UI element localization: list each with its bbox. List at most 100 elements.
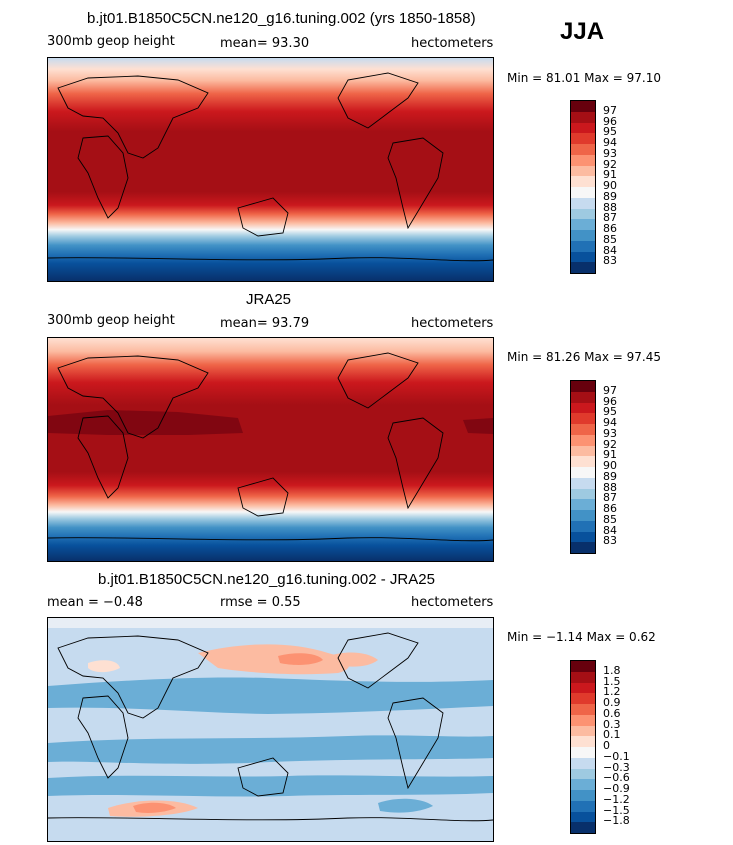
colorbar-swatch bbox=[571, 714, 595, 726]
colorbar-tick-label: 86 bbox=[603, 502, 617, 515]
colorbar-tick-label: 85 bbox=[603, 512, 617, 526]
colorbar-tick-label: 86 bbox=[603, 222, 617, 235]
colorbar-swatch bbox=[571, 219, 595, 230]
colorbar-swatch bbox=[571, 811, 595, 823]
colorbar-tick-label: −1.5 bbox=[603, 803, 630, 817]
colorbar-swatch bbox=[571, 477, 595, 489]
colorbar-swatch bbox=[571, 144, 595, 155]
colorbar-tick-label: 89 bbox=[603, 189, 617, 203]
colorbar-swatch bbox=[571, 402, 595, 414]
colorbar-swatch bbox=[571, 240, 595, 252]
panel-2-title: JRA25 bbox=[246, 291, 292, 308]
colorbar-swatch bbox=[571, 434, 595, 446]
colorbar-swatch bbox=[571, 176, 595, 187]
colorbar-swatch bbox=[571, 520, 595, 532]
colorbar-swatch bbox=[571, 413, 595, 424]
colorbar-tick-label: 89 bbox=[603, 469, 617, 483]
colorbar-tick-label: 94 bbox=[603, 136, 617, 149]
colorbar-swatch bbox=[571, 101, 595, 112]
colorbar-tick-label: 88 bbox=[603, 480, 617, 494]
colorbar-swatch bbox=[571, 800, 595, 812]
colorbar-swatch bbox=[571, 133, 595, 144]
colorbar-tick-label: 90 bbox=[603, 179, 617, 192]
panel-2-minmax: Min = 81.26 Max = 97.45 bbox=[507, 350, 661, 364]
colorbar-tick-label: −1.8 bbox=[603, 814, 630, 828]
panel-3-colorbar bbox=[570, 660, 596, 834]
panel-3-colorbar-swatches bbox=[571, 661, 595, 833]
colorbar-swatch bbox=[571, 154, 595, 166]
colorbar-tick-label: 1.5 bbox=[603, 674, 621, 688]
colorbar-tick-label: −0.9 bbox=[603, 782, 630, 795]
panel-1-units-label: hectometers bbox=[411, 36, 494, 51]
panel-1-title: b.jt01.B1850C5CN.ne120_g16.tuning.002 (y… bbox=[87, 10, 476, 27]
panel-3-rmse-label: rmse = 0.55 bbox=[220, 595, 301, 610]
colorbar-tick-label: 91 bbox=[603, 168, 617, 182]
panel-3-mean-label: mean = −0.48 bbox=[47, 595, 143, 610]
panel-2-variable-label: 300mb geop height bbox=[47, 313, 175, 328]
colorbar-swatch bbox=[571, 251, 595, 263]
colorbar-swatch bbox=[571, 725, 595, 737]
colorbar-tick-label: −0.3 bbox=[603, 760, 630, 774]
panel-3-minmax: Min = −1.14 Max = 0.62 bbox=[507, 630, 656, 644]
colorbar-swatch bbox=[571, 197, 595, 209]
colorbar-tick-label: 88 bbox=[603, 200, 617, 214]
colorbar-swatch bbox=[571, 542, 595, 553]
colorbar-swatch bbox=[571, 682, 595, 694]
colorbar-tick-label: 91 bbox=[603, 448, 617, 462]
colorbar-swatch bbox=[571, 391, 595, 403]
panel-3-map bbox=[47, 617, 494, 842]
colorbar-tick-label: 0 bbox=[603, 739, 610, 752]
colorbar-tick-label: 83 bbox=[603, 534, 617, 548]
colorbar-tick-label: 93 bbox=[603, 426, 617, 440]
colorbar-swatch bbox=[571, 187, 595, 198]
colorbar-swatch bbox=[571, 262, 595, 273]
panel-1-map-svg bbox=[48, 58, 493, 281]
colorbar-tick-label: 0.6 bbox=[603, 706, 621, 720]
colorbar-swatch bbox=[571, 768, 595, 780]
panel-1-colorbar-swatches bbox=[571, 101, 595, 273]
colorbar-swatch bbox=[571, 747, 595, 758]
panel-1-map bbox=[47, 57, 494, 282]
colorbar-tick-label: 1.2 bbox=[603, 685, 621, 699]
colorbar-swatch bbox=[571, 488, 595, 500]
season-label: JJA bbox=[560, 18, 605, 45]
colorbar-tick-label: 96 bbox=[603, 394, 617, 408]
panel-2-map bbox=[47, 337, 494, 562]
panel-1-minmax: Min = 81.01 Max = 97.10 bbox=[507, 71, 661, 85]
colorbar-tick-label: 92 bbox=[603, 437, 617, 451]
colorbar-swatch bbox=[571, 467, 595, 478]
colorbar-tick-label: 83 bbox=[603, 254, 617, 268]
colorbar-swatch bbox=[571, 510, 595, 521]
colorbar-swatch bbox=[571, 456, 595, 467]
colorbar-swatch bbox=[571, 531, 595, 543]
colorbar-tick-label: 84 bbox=[603, 243, 617, 257]
colorbar-swatch bbox=[571, 122, 595, 134]
colorbar-swatch bbox=[571, 736, 595, 747]
panel-3-title: b.jt01.B1850C5CN.ne120_g16.tuning.002 - … bbox=[98, 571, 435, 588]
colorbar-tick-label: 0.1 bbox=[603, 728, 621, 742]
colorbar-swatch bbox=[571, 661, 595, 672]
panel-1-variable-label: 300mb geop height bbox=[47, 34, 175, 49]
colorbar-tick-label: 95 bbox=[603, 125, 617, 139]
colorbar-swatch bbox=[571, 779, 595, 790]
colorbar-tick-label: 87 bbox=[603, 491, 617, 505]
colorbar-swatch bbox=[571, 445, 595, 457]
panel-2-colorbar bbox=[570, 380, 596, 554]
colorbar-swatch bbox=[571, 111, 595, 123]
colorbar-tick-label: 85 bbox=[603, 232, 617, 246]
panel-2-units-label: hectometers bbox=[411, 316, 494, 331]
panel-2-map-svg bbox=[48, 338, 493, 561]
colorbar-tick-label: 90 bbox=[603, 459, 617, 472]
colorbar-tick-label: 0.3 bbox=[603, 717, 621, 731]
colorbar-tick-label: −0.6 bbox=[603, 771, 630, 785]
panel-1-colorbar bbox=[570, 100, 596, 274]
panel-2-colorbar-swatches bbox=[571, 381, 595, 553]
panel-3-units-label: hectometers bbox=[411, 595, 494, 610]
colorbar-swatch bbox=[571, 704, 595, 715]
colorbar-swatch bbox=[571, 165, 595, 177]
panel-3-map-svg bbox=[48, 618, 493, 841]
colorbar-tick-label: −0.1 bbox=[603, 749, 630, 763]
colorbar-tick-label: 84 bbox=[603, 523, 617, 537]
colorbar-swatch bbox=[571, 790, 595, 801]
colorbar-tick-label: 87 bbox=[603, 211, 617, 225]
